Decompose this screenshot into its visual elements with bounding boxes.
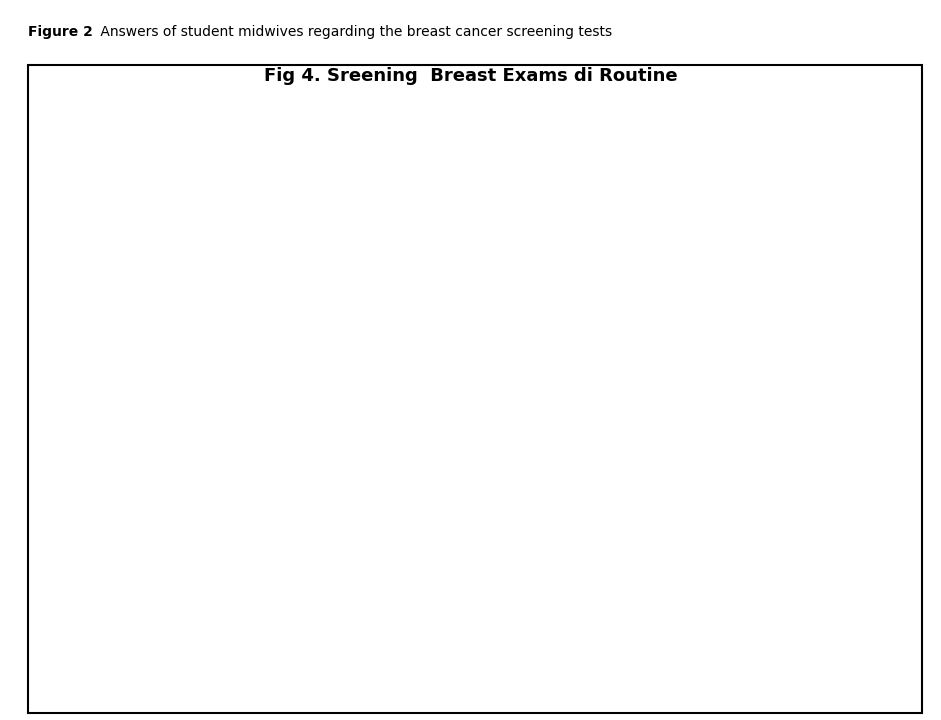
Bar xyxy=(375,354,399,454)
Bar xyxy=(575,426,598,454)
Bar xyxy=(310,184,332,454)
Y-axis label: Percentage %: Percentage % xyxy=(108,259,120,346)
Bar xyxy=(508,436,532,454)
Bar xyxy=(797,405,821,454)
Bar xyxy=(243,302,266,454)
Bar xyxy=(840,436,864,454)
Bar xyxy=(442,436,465,454)
Legend: GREECE, ITALY: GREECE, ITALY xyxy=(393,97,548,122)
Bar xyxy=(199,233,223,454)
Text: Answers of student midwives regarding the breast cancer screening tests: Answers of student midwives regarding th… xyxy=(96,25,612,39)
Bar xyxy=(774,408,797,454)
Text: Fig 4. Sreening  Breast Exams di Routine: Fig 4. Sreening Breast Exams di Routine xyxy=(263,67,678,85)
Bar xyxy=(708,408,731,454)
Bar xyxy=(332,181,356,454)
Bar xyxy=(641,451,664,454)
Bar xyxy=(731,375,754,454)
Bar xyxy=(177,202,199,454)
Text: Figure 2: Figure 2 xyxy=(28,25,93,39)
Bar xyxy=(399,282,423,454)
